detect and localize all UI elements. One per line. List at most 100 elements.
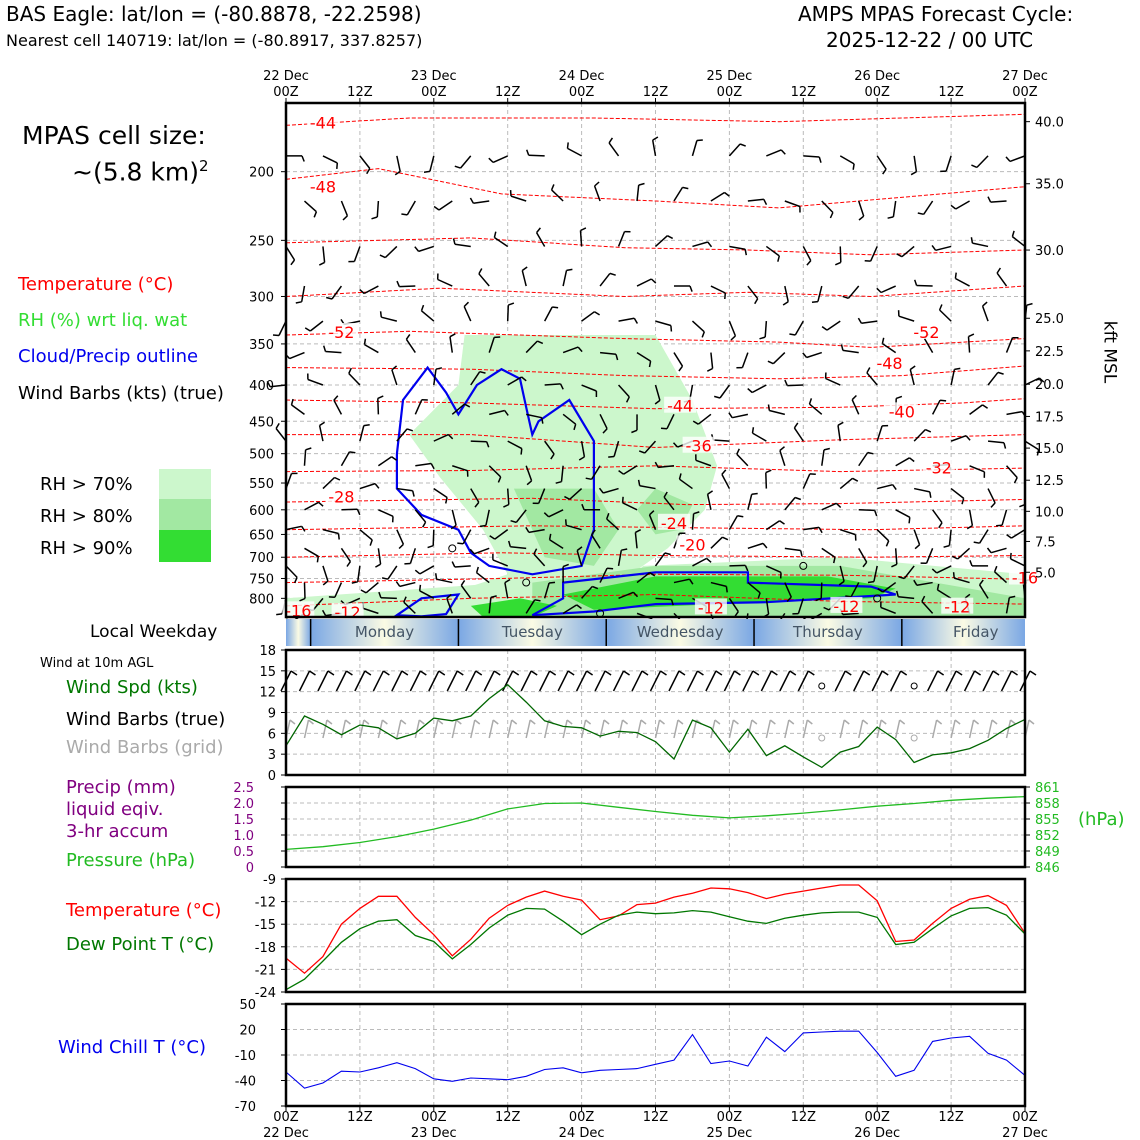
- weekday-band: [754, 619, 902, 646]
- temp-label-bg: [282, 601, 315, 618]
- wind-barb-grid: [396, 719, 402, 739]
- wind-barb: [285, 525, 302, 531]
- wind-barb-true-flag: [493, 670, 501, 676]
- wind-barb-flag: [759, 336, 766, 340]
- wind-barb: [285, 246, 296, 261]
- wind-barb: [362, 607, 379, 615]
- wind-barb: [1001, 509, 1008, 526]
- weekday-band: [286, 619, 311, 646]
- pressure-ytick-label: 861: [1035, 781, 1060, 796]
- wind-barb-flag: [693, 511, 700, 515]
- temperature-line: [285, 884, 1026, 975]
- wind-barb-flag: [608, 455, 615, 458]
- wind-barb-flag: [488, 157, 494, 163]
- wind-barb-true-flag: [1029, 670, 1037, 676]
- wind-barb-flag: [954, 272, 957, 279]
- bottom-hour-label: 12Z: [347, 1110, 373, 1125]
- wind-barb: [990, 200, 1007, 203]
- wind-barb-flag: [802, 352, 808, 358]
- wind-barb-flag: [299, 597, 306, 602]
- wind-barb-flag: [322, 580, 329, 586]
- wind-barb-flag: [396, 280, 400, 287]
- wind-barb: [470, 488, 480, 503]
- wind-barb-grid-flag: [973, 719, 980, 725]
- wind-barb: [515, 509, 527, 523]
- wind-barb: [340, 451, 351, 467]
- wind-barb: [679, 478, 693, 490]
- wind-speed-line: [285, 683, 1026, 769]
- wind-barb: [663, 496, 675, 511]
- wind-barb-true-flag: [733, 670, 741, 676]
- pressure-unit: (hPa): [1078, 809, 1125, 830]
- wind-barb: [996, 272, 1008, 287]
- temp-contour: [285, 573, 1026, 584]
- legend-rh70-swatch: [159, 469, 211, 499]
- wind-barb: [923, 200, 934, 215]
- cell-size-number: ~(5.8 km): [72, 157, 199, 187]
- wind-barb-flag: [806, 260, 812, 266]
- bottom-hour-label: 12Z: [938, 1110, 964, 1125]
- wind-barb: [510, 195, 527, 202]
- wind-barb-grid-flag: [400, 719, 407, 725]
- wind-barb-flag: [786, 596, 792, 602]
- wind-barb-flag: [763, 198, 768, 206]
- temp-contour: [285, 285, 1026, 298]
- wind-barb-flag: [821, 325, 828, 331]
- wind-barb: [765, 598, 770, 615]
- wind-barb-flag: [728, 412, 733, 419]
- wind-barb-grid: [931, 719, 938, 739]
- kft-tick-label: 5.0: [1035, 566, 1056, 581]
- wind-barb-flag: [739, 143, 746, 147]
- wind-barb-flag: [594, 181, 600, 187]
- temp-label-bg: [885, 402, 918, 419]
- wind-barb-grid: [710, 719, 716, 739]
- wind-barb-flag: [632, 591, 639, 598]
- wind-barb-flag: [275, 423, 280, 429]
- wind-barb: [784, 285, 789, 302]
- wind-barb-flag: [304, 327, 311, 332]
- wind-barb: [377, 456, 393, 467]
- wind-barb-grid-flag: [474, 719, 481, 725]
- wind-barb-flag: [478, 268, 483, 275]
- wind-barb-flag: [363, 338, 367, 345]
- wind-barb-flag: [882, 168, 887, 175]
- top-hour-label: 00Z: [273, 85, 299, 100]
- wind-barb-grid: [322, 719, 328, 739]
- wind-barb-true-flag: [992, 670, 1000, 676]
- wind-barb-flag: [534, 599, 541, 602]
- pressure-ytick-label: 858: [1035, 797, 1060, 812]
- wind-barb-grid-flag: [363, 719, 370, 725]
- wind-barb: [608, 142, 620, 157]
- wind-barb-true: [1000, 670, 1013, 692]
- wind-barb: [950, 434, 967, 442]
- temp-label-bg: [664, 396, 697, 413]
- wind-barb: [359, 482, 376, 490]
- wind-barb-true-flag: [419, 670, 427, 676]
- wind-barb: [579, 230, 583, 247]
- wind-barb-flag: [290, 398, 294, 406]
- kft-tick-label: 30.0: [1035, 244, 1064, 259]
- wind-barb: [639, 485, 656, 490]
- wind-barb: [549, 539, 564, 549]
- wind-barb: [606, 518, 620, 531]
- wind-barb-flag: [707, 241, 713, 248]
- wind-barb-true-flag: [623, 670, 630, 676]
- wind-barb: [419, 590, 435, 600]
- wind-barb: [359, 425, 365, 442]
- wind-barb-grid-flag: [529, 719, 536, 725]
- legend-rh80: RH > 80%: [40, 506, 133, 527]
- wind-barb: [436, 578, 453, 584]
- wind-barb: [898, 595, 915, 600]
- wind-barb: [916, 581, 933, 587]
- wind-barb-flag: [751, 427, 755, 434]
- wind-barb: [312, 597, 324, 612]
- wind-panel-frame: [284, 648, 1027, 777]
- wind-barb: [617, 231, 626, 247]
- wind-barb-flag: [521, 266, 528, 272]
- wind-barb-flag: [1005, 156, 1011, 162]
- pressure-tick-label: 200: [249, 166, 274, 181]
- wind-barb: [847, 285, 860, 299]
- wind-barb-flag: [851, 394, 857, 401]
- pressure-tick-label: 650: [249, 528, 274, 543]
- wind-barb: [955, 277, 970, 287]
